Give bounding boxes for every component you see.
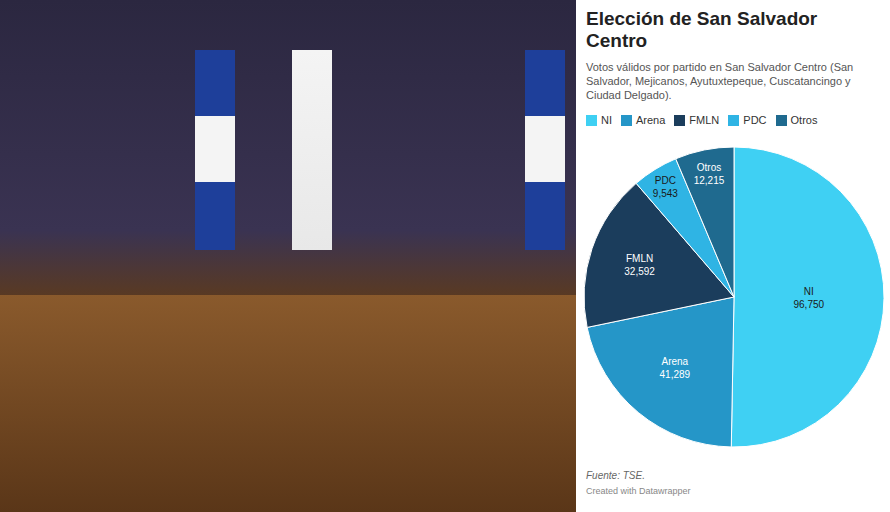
html-text:Otros: Otros [790,114,818,126]
html-text:Fuente: TSE.: Fuente: TSE. [586,470,645,481]
html-text:Arena: Arena [636,114,666,126]
html-text:FMLN: FMLN [689,114,720,126]
svg-text:PDC9,543: PDC9,543 [653,175,678,199]
html-text:Elección de San Salvador Centr: Elección de San Salvador Centro [586,8,818,51]
svg-text:NI96,750: NI96,750 [793,286,824,310]
svg-text:FMLN32,592: FMLN32,592 [624,253,655,277]
svg-text:Otros12,215: Otros12,215 [694,162,725,186]
svg-text:Arena41,289: Arena41,289 [660,356,691,380]
html-text:PDC: PDC [743,114,767,126]
html-text:Votos válidos por partido en S: Votos válidos por partido en San Salvado… [586,61,854,101]
html-text:Created with Datawrapper: Created with Datawrapper [586,486,691,496]
html-text:NI: NI [601,114,612,126]
